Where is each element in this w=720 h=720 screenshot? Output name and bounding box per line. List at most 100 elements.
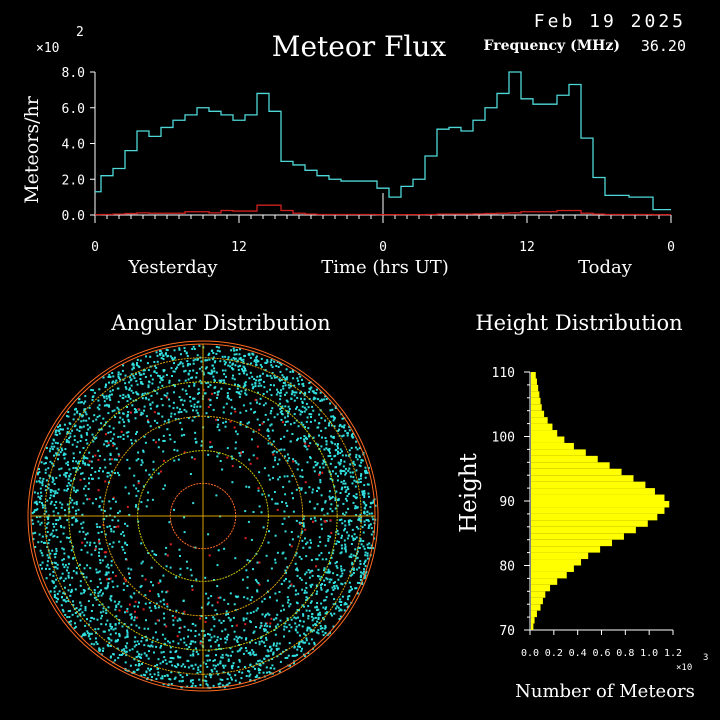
polar-point bbox=[105, 395, 108, 398]
polar-point bbox=[354, 485, 357, 488]
polar-point bbox=[207, 381, 210, 384]
polar-point bbox=[127, 393, 130, 396]
polar-point bbox=[255, 653, 258, 656]
polar-point bbox=[340, 569, 343, 572]
height-x-tick-label: 0.4 bbox=[569, 648, 587, 659]
polar-point bbox=[102, 376, 105, 379]
polar-point bbox=[266, 655, 269, 658]
polar-point bbox=[226, 678, 229, 681]
polar-point bbox=[103, 510, 106, 513]
polar-point bbox=[296, 406, 298, 409]
polar-point bbox=[53, 483, 56, 485]
polar-point bbox=[97, 449, 100, 452]
polar-point bbox=[52, 581, 55, 584]
polar-point bbox=[232, 374, 234, 377]
polar-point bbox=[306, 437, 309, 440]
polar-point bbox=[150, 668, 152, 670]
polar-point bbox=[89, 580, 92, 583]
polar-point bbox=[157, 593, 160, 596]
polar-point bbox=[84, 494, 87, 497]
polar-point bbox=[314, 616, 317, 619]
polar-point bbox=[113, 409, 116, 412]
polar-point bbox=[288, 642, 291, 645]
polar-point bbox=[219, 596, 222, 599]
polar-point bbox=[336, 566, 339, 569]
polar-point bbox=[92, 420, 95, 423]
polar-point bbox=[319, 541, 322, 543]
polar-point bbox=[322, 466, 325, 469]
polar-point bbox=[240, 647, 243, 650]
polar-point bbox=[230, 406, 233, 409]
polar-point bbox=[351, 528, 354, 531]
polar-point bbox=[354, 505, 357, 508]
polar-point bbox=[132, 670, 135, 673]
polar-point bbox=[112, 653, 115, 656]
polar-point bbox=[344, 491, 347, 493]
polar-point bbox=[341, 595, 344, 598]
polar-point bbox=[245, 638, 247, 641]
polar-point bbox=[88, 477, 90, 480]
polar-point bbox=[215, 352, 218, 355]
polar-point bbox=[39, 487, 42, 490]
polar-point bbox=[248, 670, 251, 673]
polar-point bbox=[97, 489, 100, 492]
polar-point bbox=[112, 380, 115, 383]
polar-point bbox=[347, 432, 349, 435]
polar-point bbox=[236, 360, 239, 363]
polar-point bbox=[126, 435, 129, 438]
polar-point bbox=[329, 409, 332, 412]
polar-point bbox=[302, 546, 305, 549]
polar-point bbox=[176, 406, 179, 409]
polar-point bbox=[227, 616, 230, 619]
polar-point bbox=[367, 467, 370, 469]
polar-point bbox=[99, 611, 102, 614]
polar-point bbox=[349, 570, 352, 573]
polar-point bbox=[178, 548, 181, 551]
polar-point bbox=[141, 560, 144, 563]
polar-point bbox=[372, 518, 375, 521]
polar-point bbox=[270, 617, 273, 620]
polar-point bbox=[109, 399, 112, 401]
polar-point bbox=[340, 609, 343, 612]
polar-point bbox=[63, 526, 66, 529]
polar-point bbox=[339, 462, 342, 465]
polar-point bbox=[49, 573, 52, 576]
polar-point bbox=[70, 479, 73, 482]
date-label: Feb 19 2025 bbox=[534, 11, 686, 32]
polar-point bbox=[315, 631, 318, 634]
polar-point bbox=[155, 602, 158, 605]
polar-point bbox=[363, 576, 366, 579]
polar-point bbox=[294, 654, 297, 657]
polar-point bbox=[44, 485, 47, 488]
polar-point bbox=[195, 578, 198, 581]
polar-point bbox=[96, 586, 99, 588]
polar-point bbox=[305, 639, 308, 642]
polar-point bbox=[131, 368, 134, 371]
polar-point bbox=[330, 497, 333, 500]
polar-point bbox=[124, 395, 127, 398]
polar-point bbox=[129, 411, 132, 414]
polar-point bbox=[269, 424, 272, 427]
polar-point bbox=[55, 519, 58, 522]
polar-point bbox=[323, 567, 326, 570]
polar-point bbox=[142, 372, 145, 375]
polar-point bbox=[117, 656, 120, 659]
polar-point bbox=[349, 463, 352, 466]
polar-point bbox=[45, 479, 48, 482]
polar-point bbox=[283, 625, 286, 628]
height-x-multiplier: ×10 bbox=[676, 663, 692, 673]
polar-point bbox=[56, 567, 59, 570]
polar-point bbox=[265, 554, 268, 557]
polar-point bbox=[193, 406, 196, 409]
polar-point bbox=[298, 641, 301, 644]
polar-point bbox=[266, 625, 269, 628]
polar-point bbox=[263, 624, 266, 627]
polar-point bbox=[244, 623, 247, 626]
polar-point bbox=[225, 613, 228, 616]
polar-point bbox=[305, 609, 308, 612]
polar-point bbox=[117, 512, 120, 514]
polar-point bbox=[162, 355, 165, 357]
polar-point bbox=[145, 639, 148, 642]
polar-point bbox=[74, 509, 77, 512]
polar-point bbox=[141, 397, 144, 400]
